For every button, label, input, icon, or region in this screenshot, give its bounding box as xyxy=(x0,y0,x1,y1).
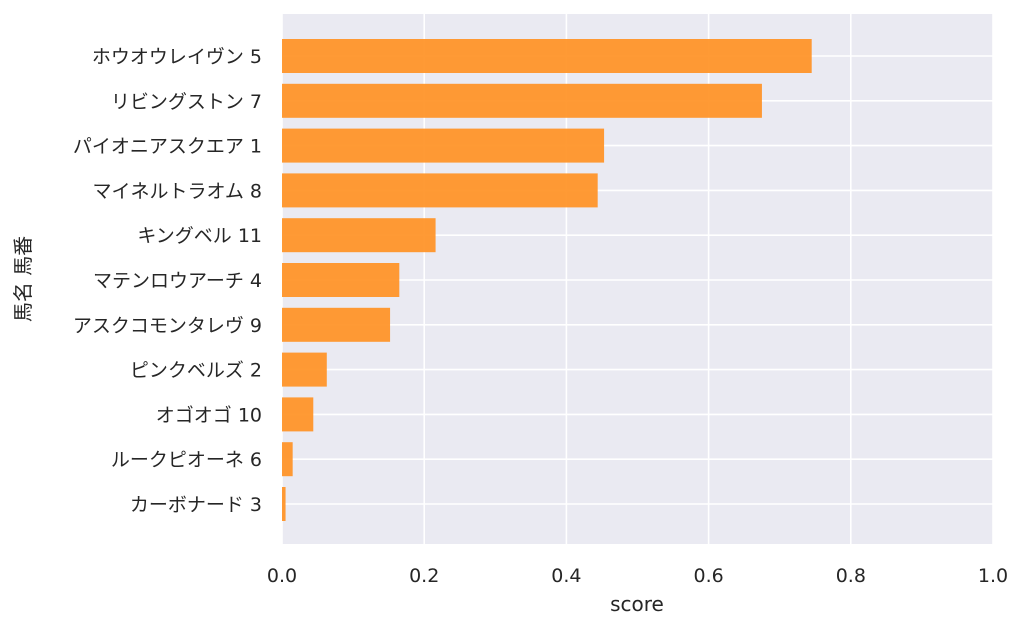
bar xyxy=(282,352,327,387)
category-label: リビングストン 7 xyxy=(111,91,262,113)
bar xyxy=(282,307,391,342)
category-label: マテンロウアーチ 4 xyxy=(93,270,262,292)
bar xyxy=(282,487,286,521)
category-label: マイネルトラオム 8 xyxy=(92,180,262,202)
x-tick-labels: 0.0 0.2 0.4 0.6 0.8 1.0 xyxy=(267,565,1008,587)
x-tick-label: 1.0 xyxy=(978,565,1008,587)
category-label: アスクコモンタレヴ 9 xyxy=(73,315,262,337)
bar xyxy=(282,128,605,163)
bar xyxy=(282,263,400,297)
bar xyxy=(282,397,314,432)
bar xyxy=(282,39,812,73)
x-tick-label: 0.8 xyxy=(836,565,866,587)
x-tick-label: 0.4 xyxy=(551,565,581,587)
category-label: キングベル 11 xyxy=(137,225,262,247)
category-label: オゴオゴ 10 xyxy=(156,404,262,426)
category-label: ホウオウレイヴン 5 xyxy=(92,46,262,68)
category-label: ピンクベルズ 2 xyxy=(130,360,262,382)
bar xyxy=(282,83,762,118)
y-axis-title: 馬名 馬番 xyxy=(11,236,35,322)
bar xyxy=(282,442,293,477)
category-label: カーボナード 3 xyxy=(130,494,262,516)
category-label: ルークピオーネ 6 xyxy=(111,449,262,471)
x-tick-label: 0.0 xyxy=(267,565,297,587)
x-tick-label: 0.6 xyxy=(693,565,723,587)
x-axis-title: score xyxy=(610,592,664,616)
bar xyxy=(282,173,598,208)
bars xyxy=(282,39,812,521)
bar xyxy=(282,218,436,253)
category-labels: ホウオウレイヴン 5 リビングストン 7 パイオニアスクエア 1 マイネルトラオム 8… xyxy=(73,46,262,516)
x-tick-label: 0.2 xyxy=(409,565,439,587)
category-label: パイオニアスクエア 1 xyxy=(73,136,262,158)
